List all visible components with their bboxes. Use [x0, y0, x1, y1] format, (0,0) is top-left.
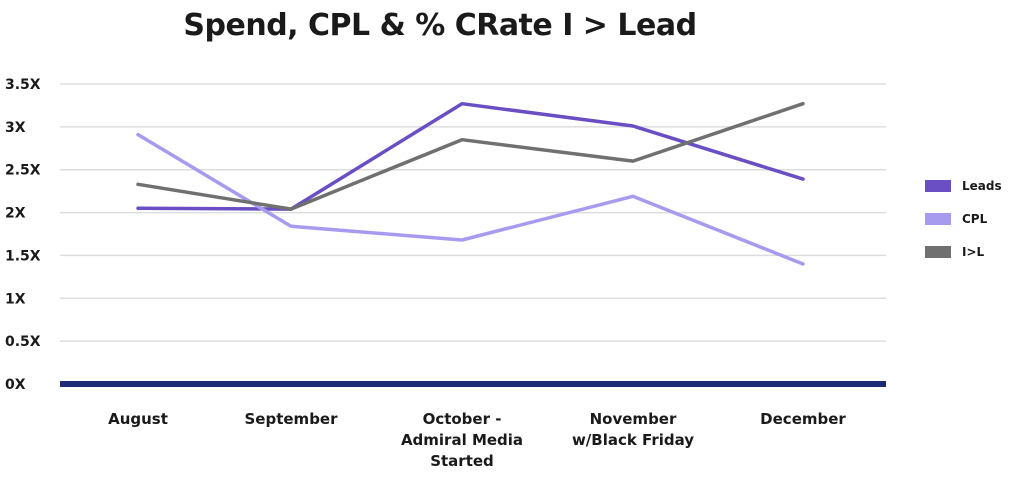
y-tick-label: 1.5X: [5, 248, 41, 264]
y-tick-label: 2X: [5, 206, 26, 222]
y-tick-label: 0X: [5, 377, 26, 393]
gridlines: [60, 83, 886, 387]
y-tick-label: 3.5X: [5, 77, 41, 93]
x-tick-label: August: [108, 410, 168, 428]
y-tick-label: 1X: [5, 291, 26, 307]
y-tick-label: 2.5X: [5, 163, 41, 179]
series-lines: [136, 101, 805, 266]
y-tick-label: 3X: [5, 120, 26, 136]
series-line-i-l: [136, 101, 805, 211]
x-tick-label: December: [760, 410, 846, 428]
legend-label: Leads: [962, 179, 1002, 193]
x-axis-ticks: August September October -Admiral Media Sta…: [108, 410, 846, 470]
series-line-cpl: [136, 132, 805, 266]
legend: Leads CPL I>L: [925, 179, 1002, 259]
y-tick-label: 0.5X: [5, 334, 41, 350]
legend-swatch: [925, 213, 951, 225]
x-tick-label: September: [245, 410, 339, 428]
chart-title: Spend, CPL & % CRate I > Lead: [183, 8, 697, 43]
x-tick-label: October -Admiral Media Started: [401, 410, 523, 470]
x-tick-label: November w/Black Friday: [572, 410, 694, 449]
y-axis-ticks: 0X 0.5X 1X 1.5X 2X 2.5X 3X 3.5X: [5, 77, 41, 393]
legend-swatch: [925, 180, 951, 192]
legend-swatch: [925, 246, 951, 258]
legend-label: CPL: [962, 212, 988, 226]
legend-label: I>L: [962, 245, 985, 259]
